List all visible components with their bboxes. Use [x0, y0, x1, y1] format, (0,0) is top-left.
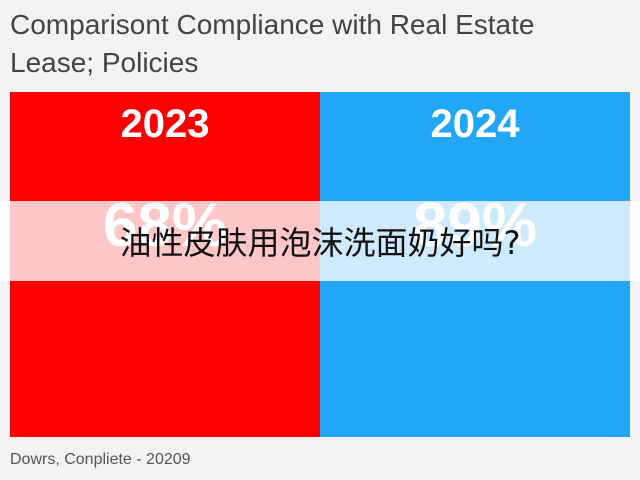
caption: 油性皮肤用泡沫洗面奶好吗?: [119, 224, 521, 262]
caption-band: 油性皮肤用泡沫洗面奶好吗?: [0, 201, 640, 281]
footer: Dowrs, Conpliete - 20209: [10, 451, 191, 468]
year-label: 2023: [120, 102, 210, 146]
title: Comparisont Compliance with Real Estate …: [10, 9, 535, 78]
year-label: 2024: [430, 102, 520, 146]
